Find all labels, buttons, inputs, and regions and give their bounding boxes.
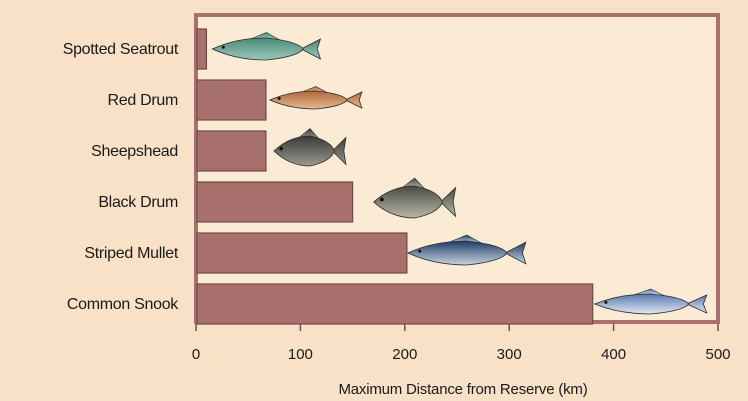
x-tick-label: 0 xyxy=(192,346,200,363)
spotted-seatrout-icon xyxy=(211,32,322,61)
x-tick-label: 300 xyxy=(497,346,522,363)
bar xyxy=(196,181,354,223)
plot-area xyxy=(194,13,720,324)
common-snook-icon xyxy=(593,288,708,315)
bar xyxy=(196,130,267,172)
x-tick-label: 500 xyxy=(705,346,730,363)
category-label: Spotted Seatrout xyxy=(63,41,179,58)
striped-mullet-icon xyxy=(406,234,527,266)
black-drum-icon xyxy=(372,177,457,219)
sheepshead-icon xyxy=(273,128,347,167)
category-label: Red Drum xyxy=(107,92,178,109)
bar xyxy=(196,79,267,121)
bar xyxy=(196,283,594,325)
red-drum-icon xyxy=(268,86,363,110)
category-label: Striped Mullet xyxy=(84,245,178,262)
category-label: Black Drum xyxy=(98,194,178,211)
category-label: Common Snook xyxy=(67,296,179,313)
x-axis-title: Maximum Distance from Reserve (km) xyxy=(338,381,587,398)
x-tick-label: 100 xyxy=(288,346,313,363)
category-label: Sheepshead xyxy=(91,143,178,160)
bar xyxy=(196,232,408,274)
x-tick-label: 400 xyxy=(601,346,626,363)
bar xyxy=(196,28,208,70)
x-tick-label: 200 xyxy=(392,346,417,363)
